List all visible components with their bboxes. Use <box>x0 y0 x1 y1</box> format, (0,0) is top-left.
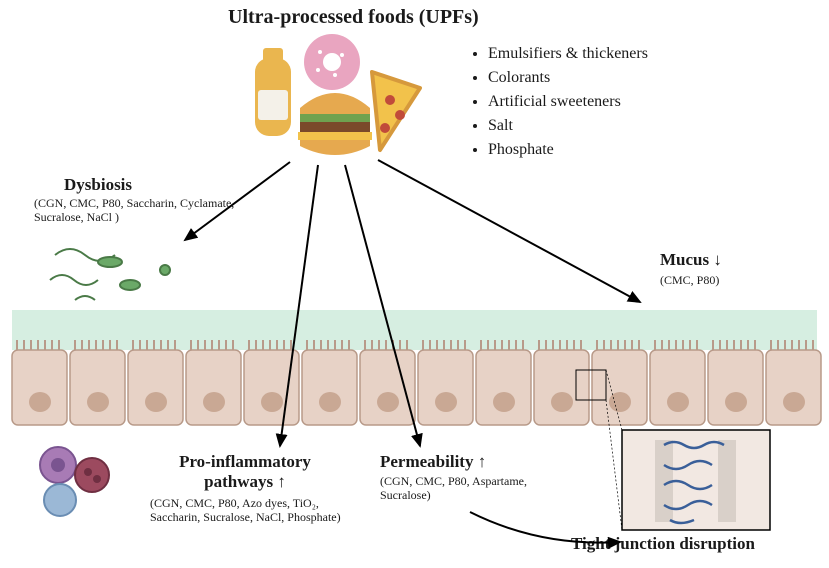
cell <box>476 340 531 425</box>
bottle-icon <box>255 48 291 136</box>
arrow-mucus <box>378 160 640 302</box>
cell <box>708 340 763 425</box>
cell <box>418 340 473 425</box>
cell <box>186 340 241 425</box>
cell <box>766 340 821 425</box>
arrow-tightjunction <box>470 512 620 543</box>
cell <box>244 340 299 425</box>
cell <box>592 340 647 425</box>
cell <box>302 340 357 425</box>
cell <box>70 340 125 425</box>
microbes-icon <box>50 249 170 300</box>
cell <box>534 340 589 425</box>
upf-foods-icon <box>255 34 420 155</box>
arrow-dysbiosis <box>185 162 290 240</box>
cell <box>360 340 415 425</box>
burger-icon <box>298 93 372 155</box>
donut-icon <box>304 34 360 90</box>
pizza-icon <box>372 72 420 150</box>
diagram-svg <box>0 0 829 568</box>
immune-cells-icon <box>40 447 109 516</box>
epithelial-cells <box>12 340 821 425</box>
cell <box>12 340 67 425</box>
cell <box>650 340 705 425</box>
cell <box>128 340 183 425</box>
